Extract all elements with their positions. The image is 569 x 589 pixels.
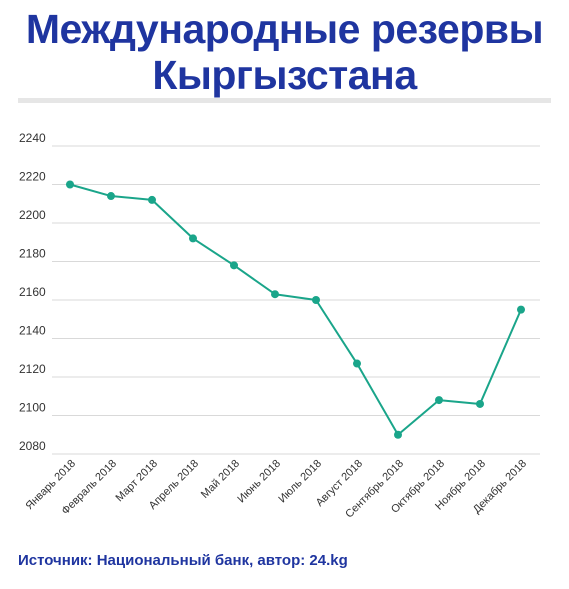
data-point xyxy=(107,192,115,201)
y-axis-ticks: 2080 2100 2120 2140 2160 2180 2200 2220 2240 xyxy=(19,131,46,453)
data-point xyxy=(148,195,156,204)
data-point xyxy=(189,234,197,243)
data-point xyxy=(476,399,484,408)
y-tick-label: 2100 xyxy=(19,401,46,415)
gridlines xyxy=(52,145,540,455)
y-tick-label: 2140 xyxy=(19,324,46,338)
data-point xyxy=(353,359,361,368)
data-point xyxy=(517,305,525,314)
y-tick-label: 2120 xyxy=(19,362,46,376)
y-tick-label: 2180 xyxy=(19,247,46,261)
data-point xyxy=(271,290,279,299)
x-tick-label: Июнь 2018 xyxy=(235,458,283,506)
chart-title: Международные резервы Кыргызстана xyxy=(0,6,569,98)
data-point xyxy=(312,296,320,304)
data-point xyxy=(435,396,443,405)
series-line-layer xyxy=(69,183,522,436)
title-divider xyxy=(18,98,551,103)
y-tick-label: 2200 xyxy=(19,208,46,222)
source-caption: Источник: Национальный банк, автор: 24.k… xyxy=(18,552,348,569)
series-line xyxy=(69,183,522,436)
y-tick-label: 2160 xyxy=(19,285,46,299)
y-tick-label: 2080 xyxy=(19,439,46,453)
title-line-2: Кыргызстана xyxy=(152,52,417,98)
data-point xyxy=(66,180,74,189)
data-point xyxy=(394,430,402,439)
y-tick-label: 2240 xyxy=(19,131,46,145)
title-line-1: Международные резервы xyxy=(25,6,544,52)
x-tick-label: Май 2018 xyxy=(199,458,242,501)
y-tick-label: 2220 xyxy=(19,170,46,184)
data-point xyxy=(230,261,238,270)
data-points xyxy=(66,180,525,439)
